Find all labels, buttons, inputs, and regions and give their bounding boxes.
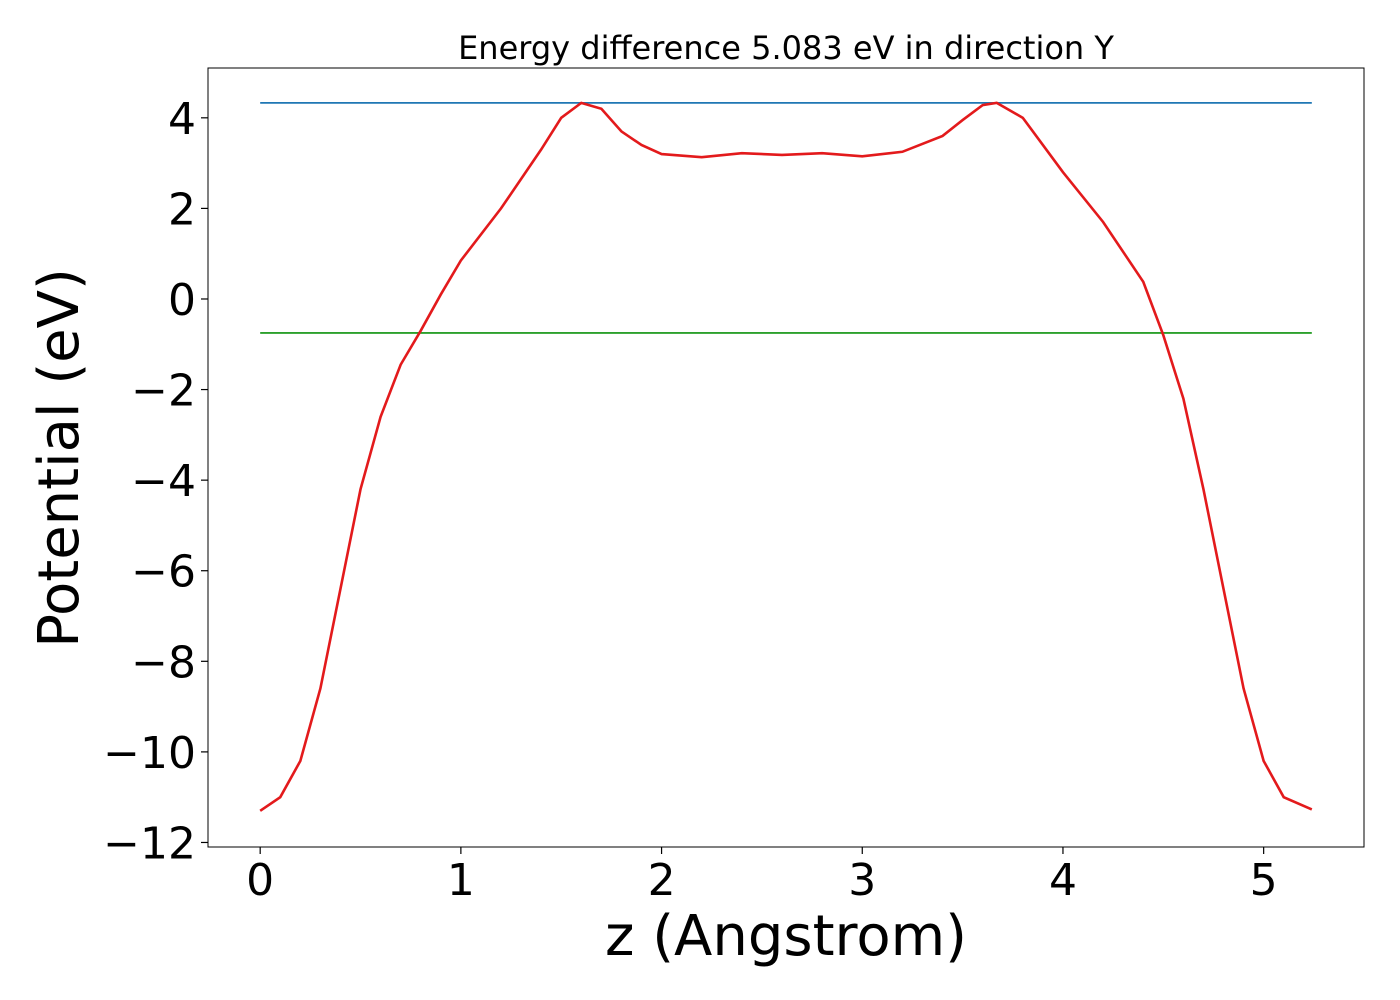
plot-frame xyxy=(207,67,1365,848)
x-tick-label: 5 xyxy=(1250,855,1278,906)
x-tick-label: 2 xyxy=(648,855,676,906)
x-tick-label: 0 xyxy=(246,855,274,906)
y-tick-label: 4 xyxy=(168,94,196,145)
x-axis-label: z (Angstrom) xyxy=(605,904,967,969)
y-tick-label: −4 xyxy=(131,456,196,507)
y-tick-label: −2 xyxy=(131,366,196,417)
y-tick-label: 2 xyxy=(168,184,196,235)
y-tick-label: −6 xyxy=(131,547,196,598)
y-axis-label: Potential (eV) xyxy=(27,268,92,648)
x-tick-label: 3 xyxy=(848,855,876,906)
x-tick-label: 4 xyxy=(1049,855,1077,906)
y-tick-label: −10 xyxy=(103,728,196,779)
x-tick-label: 1 xyxy=(447,855,475,906)
y-tick-label: −8 xyxy=(131,637,196,688)
data-line xyxy=(259,101,1313,812)
chart-title: Energy difference 5.083 eV in direction … xyxy=(458,29,1114,67)
y-tick-label: −12 xyxy=(103,818,196,869)
y-tick-label: 0 xyxy=(168,275,196,326)
